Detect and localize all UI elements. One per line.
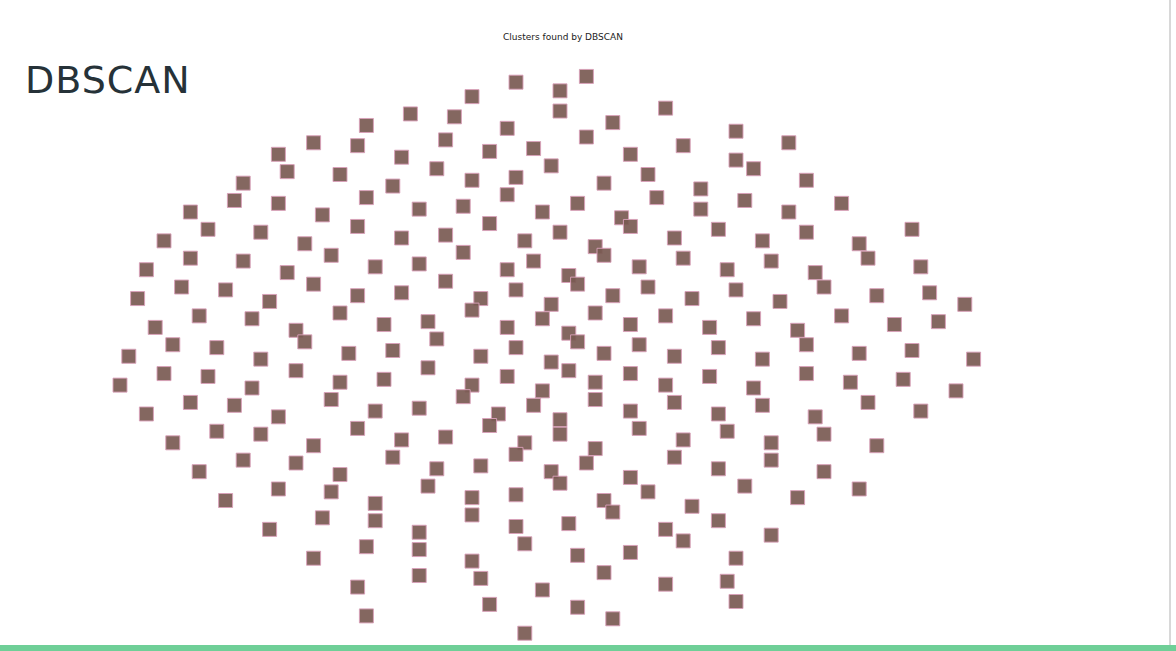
html-text:DBSCAN: DBSCAN: [25, 58, 191, 102]
svg-text:Clusters found by DBSCAN: Clusters found by DBSCAN: [503, 32, 623, 42]
